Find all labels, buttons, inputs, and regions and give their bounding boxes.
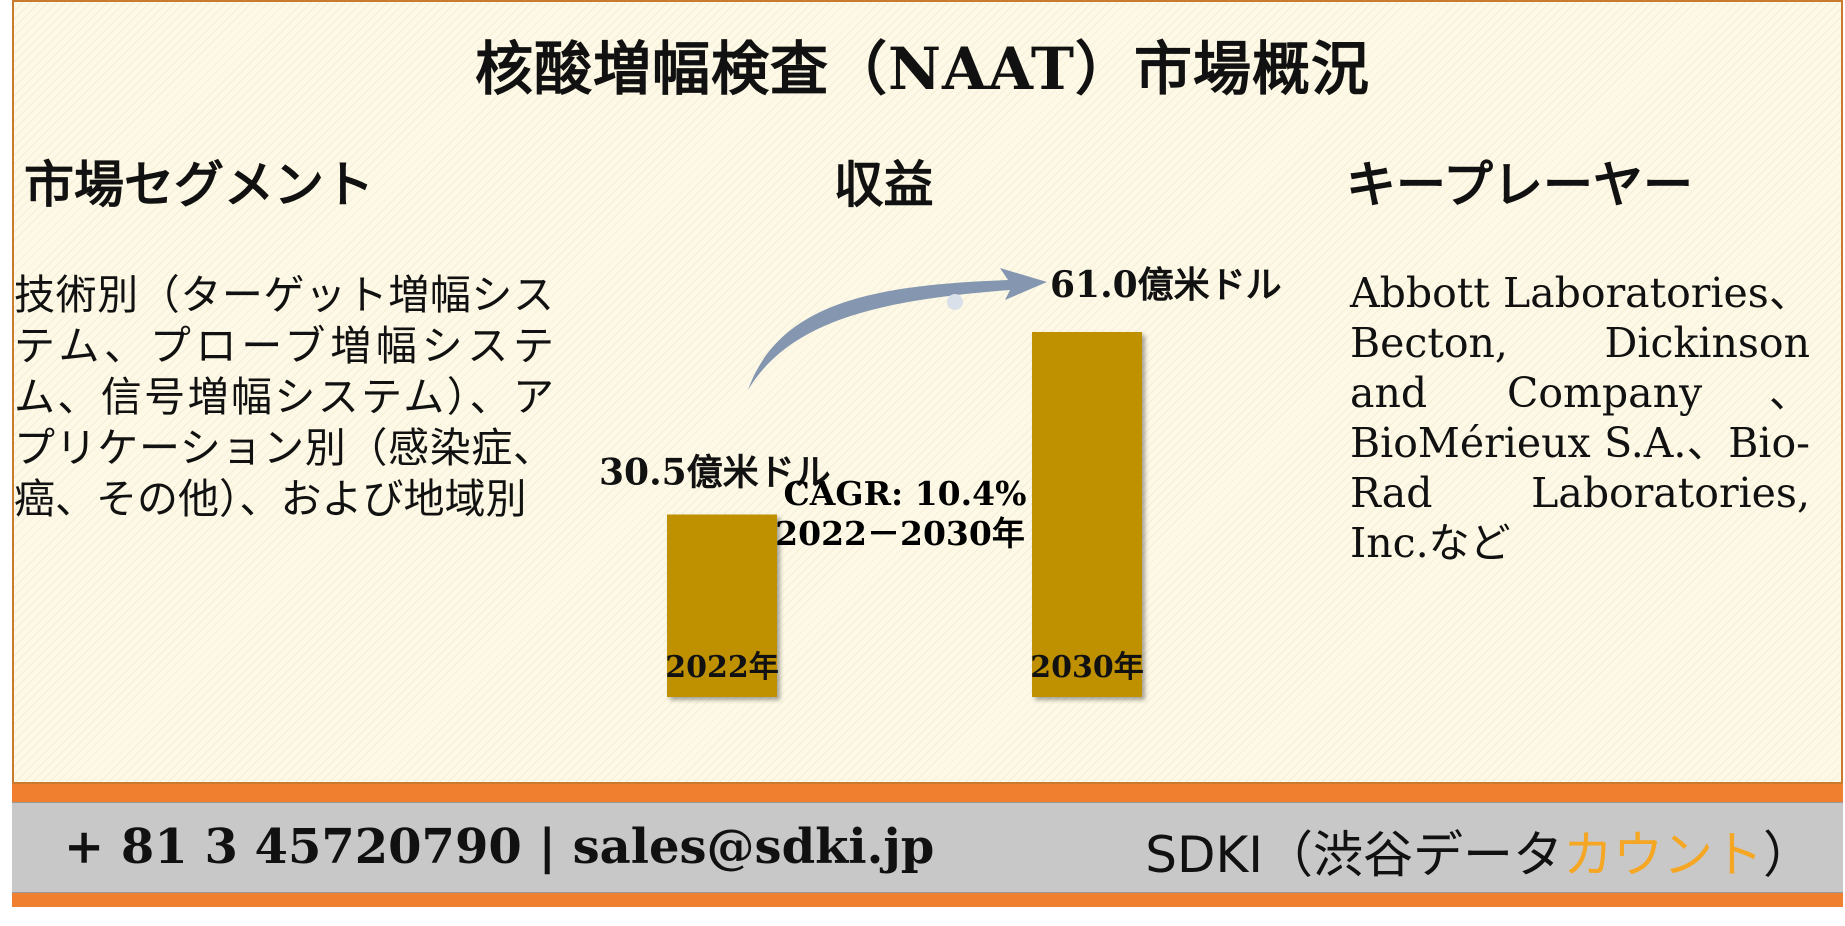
overview-panel bbox=[12, 0, 1843, 784]
value-label-0: 30.5億米ドル bbox=[599, 452, 831, 494]
bar-0 bbox=[667, 514, 777, 697]
segment-text: 技術別（ターゲット増幅システム、プローブ増幅システム、信号増幅システム）、アプリ… bbox=[14, 271, 554, 523]
brand-main: SDKI（渋谷データ bbox=[1145, 826, 1563, 884]
revenue-heading: 収益 bbox=[833, 155, 934, 214]
brand-name: SDKI（渋谷データカウント） bbox=[1145, 815, 1813, 887]
growth-arrow bbox=[748, 268, 1047, 390]
value-label-1: 61.0億米ドル bbox=[1050, 264, 1282, 306]
players-heading: キープレーヤー bbox=[1346, 155, 1693, 214]
cagr-period-label: 2022－2030年 bbox=[775, 514, 1025, 553]
arrow-highlight-dot bbox=[947, 294, 963, 310]
category-label-0: 2022年 bbox=[665, 650, 779, 685]
brand-end: ） bbox=[1763, 826, 1813, 884]
category-label-1: 2030年 bbox=[1030, 650, 1144, 685]
cagr-label: CAGR: 10.4% bbox=[784, 474, 1027, 513]
footer-accent-bottom bbox=[12, 893, 1843, 907]
bar-1 bbox=[1032, 332, 1142, 697]
brand-accent: カウント bbox=[1563, 826, 1763, 884]
page-title: 核酸増幅検査（NAAT）市場概況 bbox=[474, 35, 1370, 103]
segment-heading: 市場セグメント bbox=[24, 155, 374, 214]
contact-info: + 81 3 45720790 | sales@sdki.jp bbox=[64, 819, 935, 875]
footer-bar: + 81 3 45720790 | sales@sdki.jp SDKI（渋谷デ… bbox=[12, 802, 1843, 893]
players-text: Abbott Laboratories、Becton, Dickinson an… bbox=[1350, 269, 1810, 567]
footer-accent-top bbox=[12, 784, 1843, 802]
